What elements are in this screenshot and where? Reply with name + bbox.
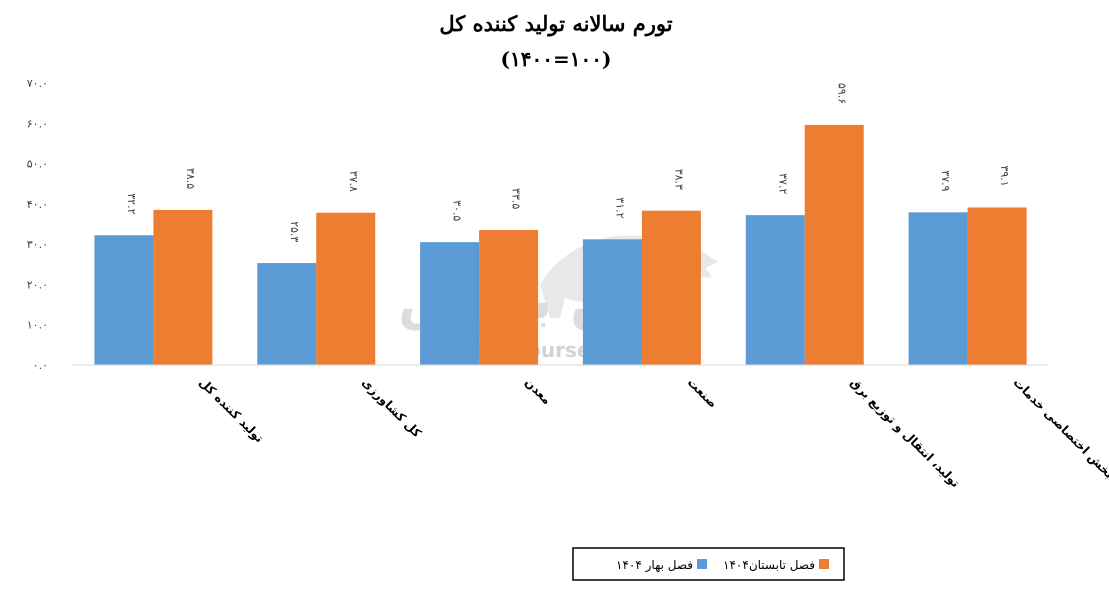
legend-label-spring: فصل بهار ۱۴۰۴ [616, 558, 693, 573]
data-label: ۵۹.۶ [835, 83, 848, 104]
data-label: ۳۳.۵ [510, 188, 523, 209]
legend: فصل تابستان۱۴۰۴ فصل بهار ۱۴۰۴ [572, 547, 845, 581]
category-labels: تولید کننده کل کل کشاورزی معدن صنعت تولید، ا… [196, 375, 1109, 491]
data-label: ۳۲.۲ [125, 193, 138, 214]
category-label: تولید کننده کل [196, 375, 267, 446]
data-label: ۳۹.۱ [998, 165, 1011, 186]
y-tick-label: ۶۰.۰ [27, 117, 48, 130]
category-label: کل کشاورزی [358, 375, 424, 441]
y-tick-label: ۱۰.۰ [27, 319, 48, 332]
data-label: ۳۱.۲ [613, 197, 626, 218]
bar [257, 263, 317, 365]
y-axis: ۰.۰ ۱۰.۰ ۲۰.۰ ۳۰.۰ ۴۰.۰ ۵۰.۰ ۶۰.۰ ۷۰.۰ [27, 77, 48, 372]
legend-box [572, 547, 845, 581]
data-label: ۳۸.۵ [184, 168, 197, 189]
bar [908, 212, 968, 365]
bar [582, 239, 642, 365]
data-label: ۲۵.۳ [288, 221, 301, 242]
chart-subtitle: (۱۴۰۰=۱۰۰) [501, 47, 612, 71]
bar [804, 124, 864, 365]
bar [967, 207, 1027, 365]
bar [316, 212, 376, 365]
data-label: ۳۷.۲ [776, 173, 789, 194]
bar [420, 242, 480, 365]
y-tick-label: ۴۰.۰ [27, 198, 48, 211]
chart-title: تورم سالانه تولید کننده کل [439, 11, 672, 37]
category-label: صنعت [685, 375, 720, 410]
data-label: ۳۷.۸ [347, 171, 360, 192]
data-label: ۳۷.۹ [939, 170, 952, 191]
y-tick-label: ۲۰.۰ [27, 278, 48, 291]
y-tick-label: ۰.۰ [33, 359, 48, 372]
legend-swatch-summer [819, 559, 829, 569]
bar [641, 210, 701, 365]
bar [745, 215, 805, 365]
category-label: تولید، انتقال و توزیع برق [847, 375, 963, 491]
y-tick-label: ۳۰.۰ [27, 238, 48, 251]
y-tick-label: ۷۰.۰ [27, 77, 48, 90]
category-label: معدن [522, 375, 554, 407]
data-label: ۳۸.۳ [672, 169, 685, 190]
legend-swatch-spring [697, 559, 707, 569]
bars [94, 124, 1027, 365]
category-label: بخش اختصاصی خدمات [1010, 375, 1109, 481]
y-tick-label: ۵۰.۰ [27, 158, 48, 171]
legend-label-summer: فصل تابستان۱۴۰۴ [723, 558, 815, 572]
data-labels: ۳۲.۲ ۳۸.۵ ۲۵.۳ ۳۷.۸ ۳۰.۵ ۳۳.۵ ۳۱.۲ ۳۸.۳ ۳۷.۲ ۵۹.۶… [125, 83, 1011, 242]
bar [153, 209, 213, 365]
data-label: ۳۰.۵ [451, 200, 464, 221]
bar [479, 230, 539, 365]
bar [94, 235, 154, 365]
